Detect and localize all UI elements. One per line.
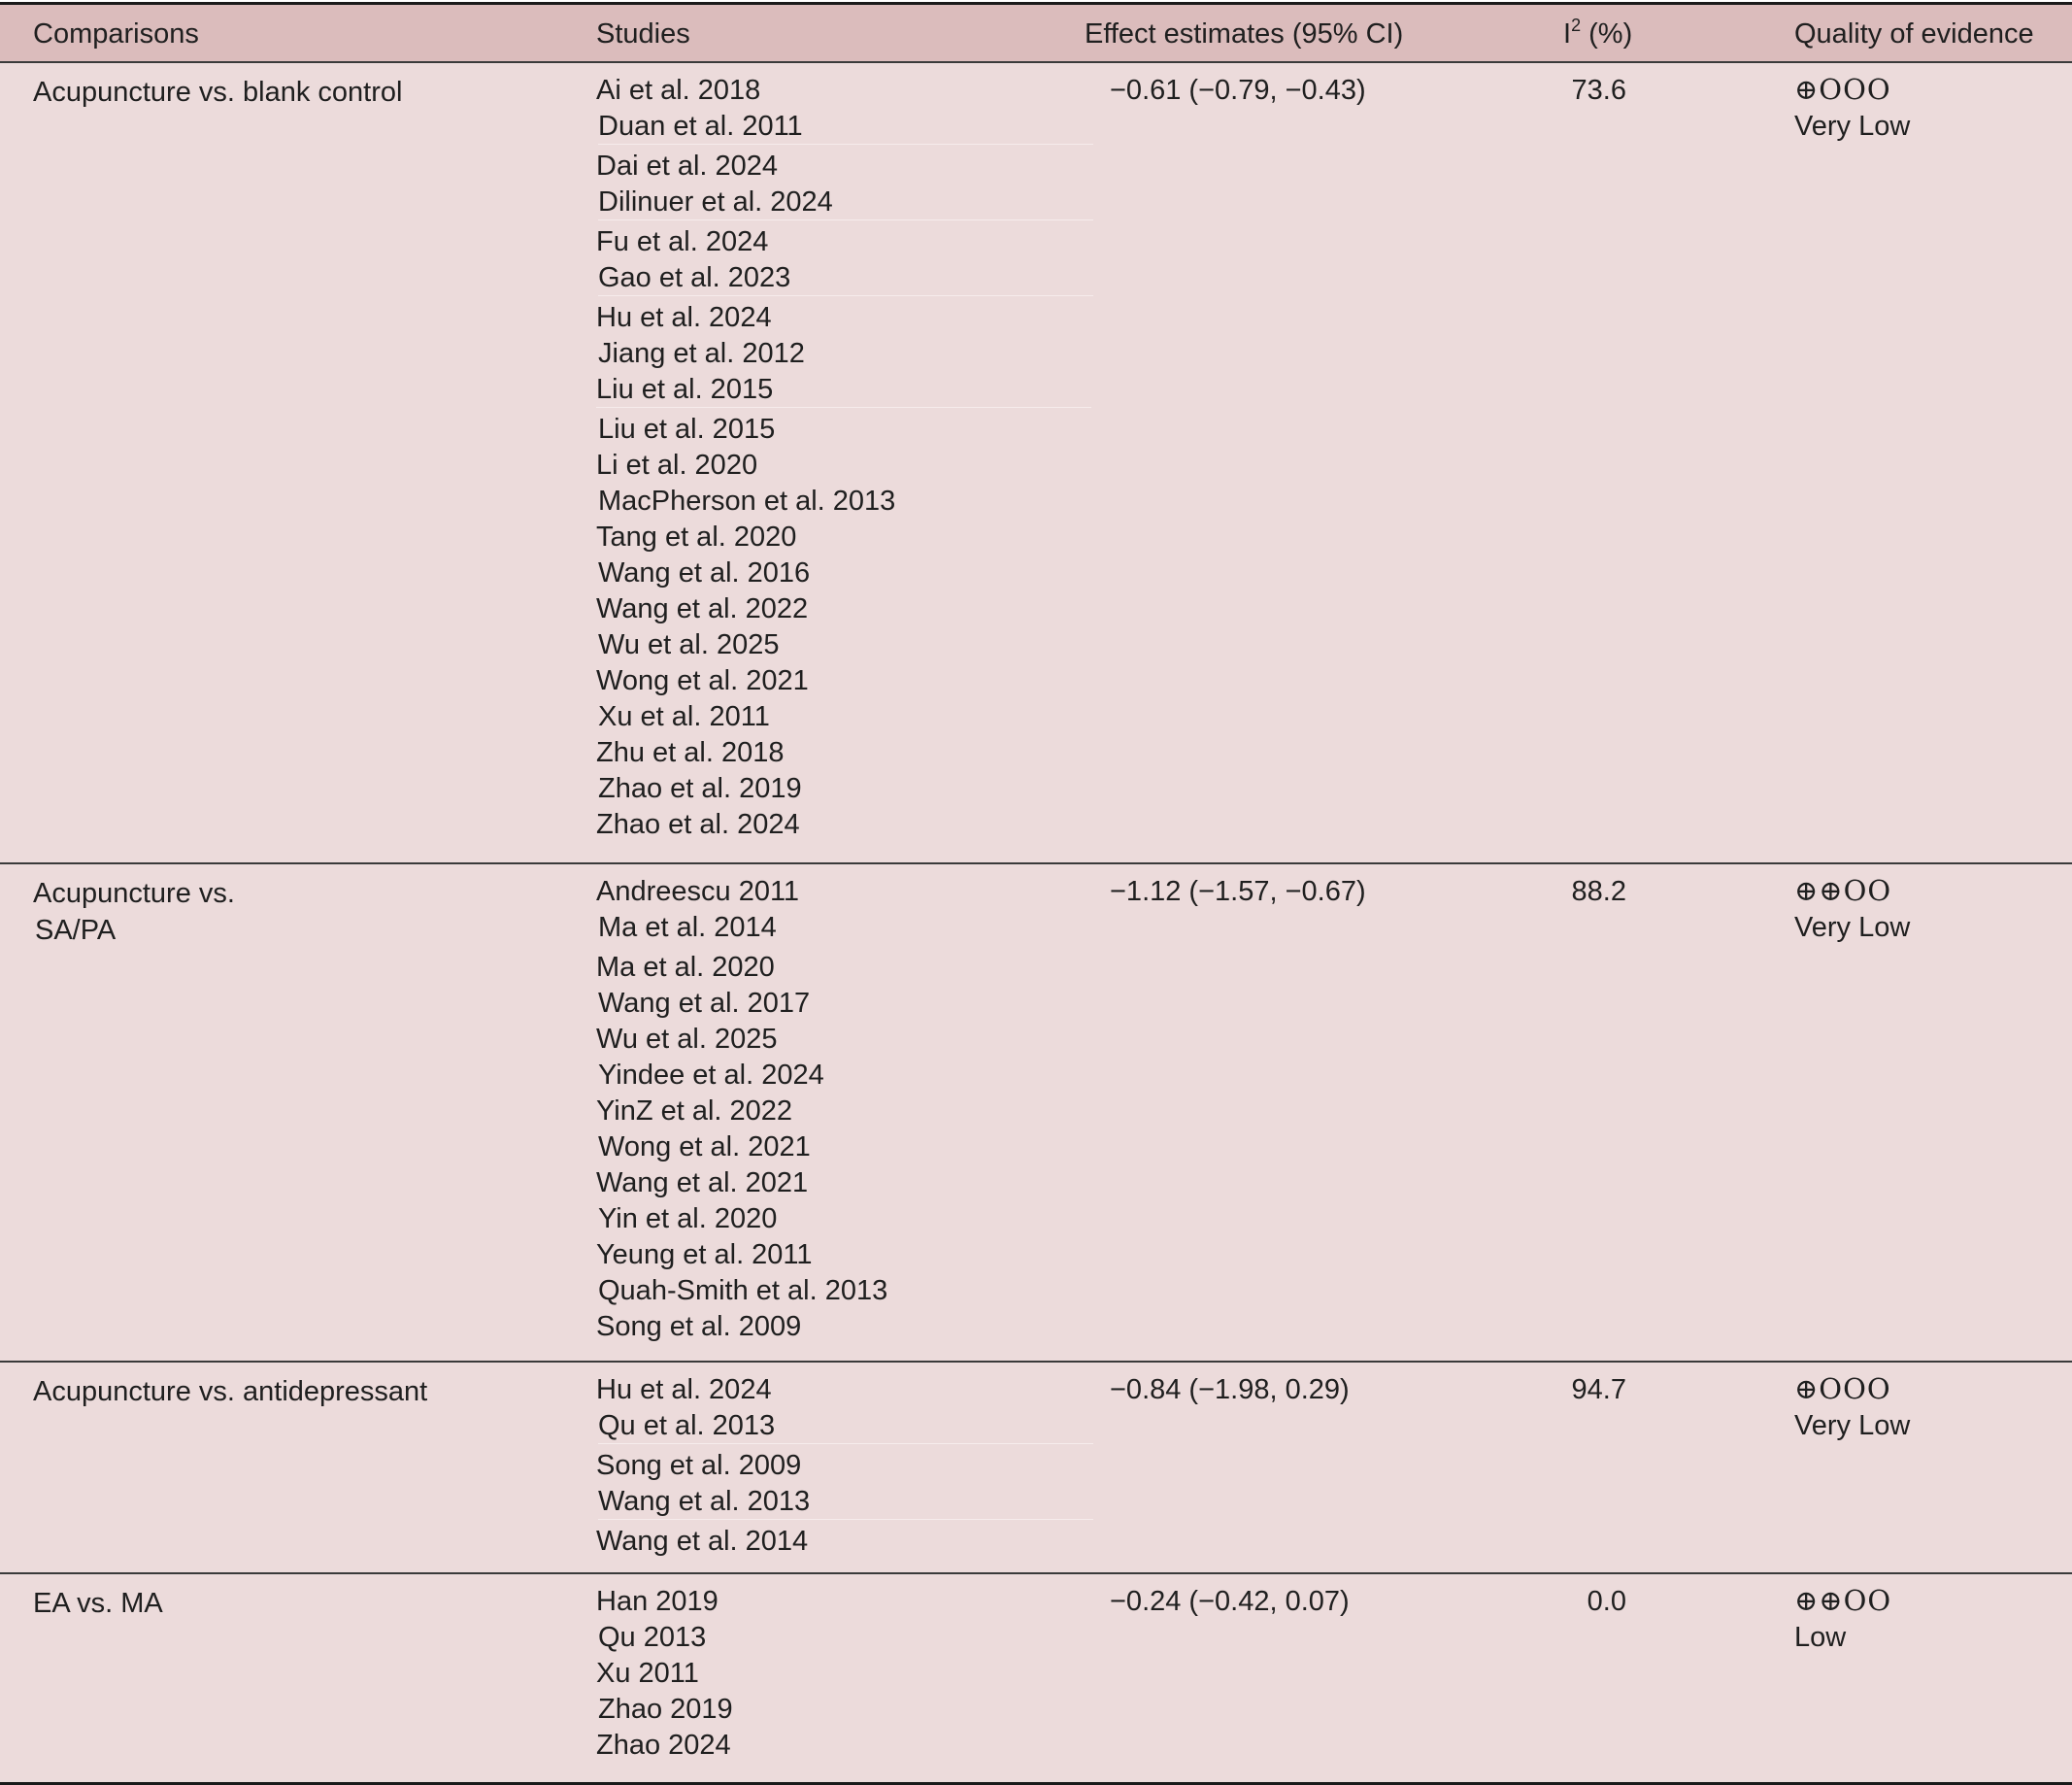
study-citation: Andreescu 2011 — [596, 876, 800, 907]
study-citation: Zhu et al. 2018 — [596, 737, 785, 768]
study-citation: Liu et al. 2015 — [596, 374, 1091, 408]
quality-rating-icon: ⊕⊕OO — [1794, 874, 1892, 907]
study-citation: Wong et al. 2021 — [598, 1131, 811, 1162]
study-citation: Wang et al. 2021 — [596, 1167, 809, 1198]
table-body: Acupuncture vs. blank control Ai et al. 2… — [0, 63, 2072, 1782]
effect-estimate: −0.61 (−0.79, −0.43) — [1110, 75, 1366, 106]
quality-cell: ⊕⊕OO Very Low — [1794, 872, 1910, 946]
study-citation: Zhao et al. 2019 — [598, 773, 802, 804]
quality-label: Low — [1794, 1622, 1847, 1653]
study-citation: Wong et al. 2021 — [596, 665, 809, 696]
study-citation: Ma et al. 2020 — [596, 952, 775, 983]
comparison-label: SA/PA — [35, 915, 117, 946]
study-citation: Dai et al. 2024 — [596, 151, 779, 182]
header-comparisons: Comparisons — [33, 18, 199, 50]
effect-estimate: −0.24 (−0.42, 0.07) — [1110, 1586, 1350, 1617]
study-citation: Liu et al. 2015 — [598, 414, 776, 445]
i2-value: 88.2 — [1571, 876, 1626, 907]
header-studies: Studies — [596, 18, 690, 50]
study-citation: Qu 2013 — [598, 1622, 707, 1653]
table-row: Acupuncture vs. SA/PA Andreescu 2011 Ma et … — [0, 864, 2072, 1363]
study-citation: Yeung et al. 2011 — [596, 1239, 813, 1270]
study-citation: Dilinuer et al. 2024 — [598, 186, 1093, 220]
study-citation: Yin et al. 2020 — [598, 1203, 778, 1234]
study-citation: Ai et al. 2018 — [596, 75, 761, 106]
study-citation: Qu et al. 2013 — [598, 1410, 1093, 1444]
study-citation: Gao et al. 2023 — [598, 262, 1093, 296]
table-row: Acupuncture vs. antidepressant Hu et al. … — [0, 1363, 2072, 1574]
i2-value: 73.6 — [1571, 75, 1626, 106]
table-row: Acupuncture vs. blank control Ai et al. 2… — [0, 63, 2072, 864]
study-citation: Xu et al. 2011 — [598, 701, 770, 732]
comparison-cell: Acupuncture vs. blank control — [33, 74, 577, 111]
quality-rating-icon: ⊕OOO — [1794, 1372, 1891, 1405]
study-citation: Quah-Smith et al. 2013 — [598, 1275, 888, 1306]
effect-estimate: −1.12 (−1.57, −0.67) — [1110, 876, 1366, 907]
study-citation: Wang et al. 2022 — [596, 593, 809, 624]
quality-label: Very Low — [1794, 912, 1911, 943]
quality-rating-icon: ⊕OOO — [1794, 73, 1891, 106]
header-quality: Quality of evidence — [1794, 18, 2034, 50]
study-citation: Wang et al. 2014 — [596, 1526, 809, 1557]
study-citation: Wu et al. 2025 — [596, 1024, 778, 1055]
effect-estimate: −0.84 (−1.98, 0.29) — [1110, 1374, 1350, 1405]
study-citation: Hu et al. 2024 — [596, 1374, 772, 1405]
comparison-label: Acupuncture vs. blank control — [33, 77, 403, 108]
study-citation: Tang et al. 2020 — [596, 522, 797, 553]
comparison-label: EA vs. MA — [33, 1588, 163, 1619]
study-citation: Wang et al. 2017 — [598, 988, 811, 1019]
quality-cell: ⊕OOO Very Low — [1794, 1370, 1910, 1444]
study-citation: Hu et al. 2024 — [596, 302, 772, 333]
quality-cell: ⊕OOO Very Low — [1794, 71, 1910, 145]
study-citation: Yindee et al. 2024 — [598, 1060, 824, 1091]
study-citation: Zhao et al. 2024 — [596, 809, 800, 840]
study-citation: Ma et al. 2014 — [598, 912, 777, 943]
i2-value: 94.7 — [1571, 1374, 1626, 1405]
study-citation: Fu et al. 2024 — [596, 226, 769, 257]
study-citation: Song et al. 2009 — [596, 1311, 802, 1342]
study-citation: Xu 2011 — [596, 1658, 699, 1689]
study-citation: Song et al. 2009 — [596, 1450, 802, 1481]
comparison-label: Acupuncture vs. — [33, 878, 235, 909]
study-citation: Li et al. 2020 — [596, 450, 758, 481]
quality-cell: ⊕⊕OO Low — [1794, 1582, 1891, 1656]
study-citation: Jiang et al. 2012 — [598, 338, 805, 369]
study-citation: Zhao 2024 — [596, 1730, 731, 1761]
study-citation: Duan et al. 2011 — [598, 111, 1093, 145]
comparison-cell: EA vs. MA — [33, 1585, 577, 1622]
header-effect: Effect estimates (95% CI) — [1085, 18, 1404, 50]
quality-rating-icon: ⊕⊕OO — [1794, 1584, 1892, 1617]
header-i2: I2 (%) — [1563, 16, 1633, 50]
table-header: Comparisons Studies Effect estimates (95… — [0, 5, 2072, 63]
study-citation: MacPherson et al. 2013 — [598, 486, 896, 517]
quality-label: Very Low — [1794, 111, 1911, 142]
study-citation: YinZ et al. 2022 — [596, 1095, 793, 1127]
table-row: EA vs. MA Han 2019 Qu 2013 Xu 2011 Zhao 2019… — [0, 1574, 2072, 1782]
quality-label: Very Low — [1794, 1410, 1911, 1441]
study-citation: Wang et al. 2016 — [598, 557, 811, 589]
study-citation: Zhao 2019 — [598, 1694, 733, 1725]
comparison-label: Acupuncture vs. antidepressant — [33, 1376, 428, 1407]
i2-value: 0.0 — [1587, 1586, 1626, 1617]
study-citation: Wu et al. 2025 — [598, 629, 780, 660]
comparison-cell: Acupuncture vs. antidepressant — [33, 1373, 577, 1410]
comparison-cell: Acupuncture vs. SA/PA — [33, 875, 577, 949]
study-citation: Han 2019 — [596, 1586, 719, 1617]
study-citation: Wang et al. 2013 — [598, 1486, 1093, 1520]
